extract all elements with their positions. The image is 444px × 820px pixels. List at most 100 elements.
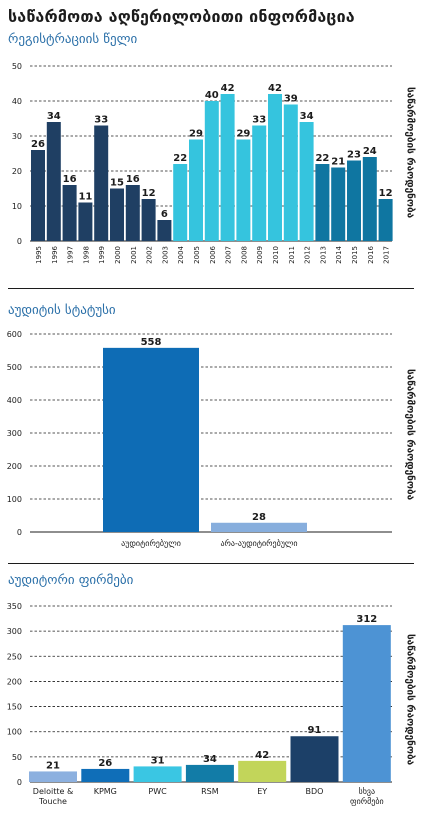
y-tick-label: 50 — [12, 753, 22, 762]
y-tick-label: 150 — [7, 703, 22, 712]
bar — [362, 157, 377, 241]
bar — [78, 202, 93, 241]
x-tick-label: 2009 — [256, 246, 264, 264]
chart3-subtitle: აუდიტორი ფირმები — [8, 573, 134, 588]
y-tick-label: 0 — [17, 778, 22, 787]
bar — [347, 160, 361, 241]
data-label: 39 — [284, 94, 298, 105]
x-tick-label: 2003 — [161, 246, 169, 264]
chart3-ylabel: საწარმოების რაოდენობა — [400, 612, 420, 787]
x-tick-label: 2012 — [304, 246, 312, 264]
bar — [252, 125, 267, 241]
bar — [378, 199, 393, 241]
data-label: 42 — [268, 83, 282, 94]
audit-status-chart: 0 100 200 300 400 500 600 558 აუდიტირებული 28 არა-… — [7, 330, 392, 548]
bar — [31, 150, 45, 241]
y-tick-label: 0 — [17, 528, 22, 537]
bar — [103, 347, 199, 532]
data-label: 11 — [78, 192, 92, 203]
bar — [331, 167, 346, 241]
y-tick-label: 200 — [7, 462, 22, 471]
y-tick-label: 600 — [7, 330, 22, 339]
x-tick-label: KPMG — [94, 787, 117, 796]
bar — [141, 199, 156, 241]
x-tick-label: PWC — [148, 787, 167, 796]
data-label: 22 — [315, 153, 329, 164]
data-label: 34 — [300, 111, 314, 122]
bar — [204, 101, 219, 241]
bar — [29, 771, 77, 782]
bar — [299, 122, 314, 241]
x-tick-label: 2010 — [272, 246, 280, 264]
data-label: 29 — [236, 129, 250, 140]
audit-firms-chart: 0 50 100 150 200 250 300 350 21 Deloitte & Touche 2… — [7, 602, 392, 806]
y-tick-label: 50 — [12, 62, 22, 71]
bar — [268, 94, 282, 241]
x-tick-label: Deloitte & Touche — [33, 787, 73, 806]
x-tick-label: 2008 — [240, 246, 248, 264]
bar — [125, 185, 140, 241]
data-label: 91 — [308, 725, 322, 736]
y-tick-label: 400 — [7, 396, 22, 405]
data-label: 12 — [142, 188, 156, 199]
data-label: 21 — [46, 760, 60, 771]
data-label: 21 — [331, 157, 345, 168]
x-tick-label: 2011 — [288, 246, 296, 264]
x-tick-label: 2017 — [383, 246, 391, 264]
x-tick-label: 2016 — [367, 245, 375, 263]
x-tick-label: 1997 — [67, 246, 75, 264]
bar — [62, 185, 77, 241]
x-tick-label: 2004 — [177, 245, 185, 263]
data-label: 26 — [98, 758, 112, 769]
data-label: 558 — [141, 337, 162, 348]
data-label: 33 — [252, 115, 266, 126]
data-label: 23 — [347, 150, 361, 161]
y-tick-label: 300 — [7, 429, 22, 438]
x-tick-label: აუდიტირებული — [121, 538, 181, 548]
x-tick-label: 1998 — [82, 246, 90, 264]
y-tick-label: 100 — [7, 728, 22, 737]
x-tick-label: 1995 — [35, 246, 43, 264]
x-tick-label: 2000 — [114, 246, 122, 264]
x-tick-label: 2015 — [351, 246, 359, 264]
x-tick-label: 2014 — [335, 245, 343, 263]
page-title: საწარმოთა აღწერილობითი ინფორმაცია — [8, 7, 355, 26]
x-tick-label: 2006 — [209, 245, 217, 263]
y-tick-label: 40 — [12, 97, 22, 106]
y-tick-label: 200 — [7, 677, 22, 686]
x-tick-label: 2013 — [319, 246, 327, 264]
data-label: 42 — [221, 83, 235, 94]
data-label: 26 — [31, 139, 45, 150]
data-label: 34 — [203, 754, 217, 765]
bar — [236, 139, 251, 241]
section-divider-1 — [8, 288, 414, 289]
bar — [110, 188, 124, 241]
data-label: 24 — [363, 146, 377, 157]
data-label: 33 — [94, 115, 108, 126]
section-divider-2 — [8, 563, 414, 564]
x-tick-label: 2002 — [146, 246, 154, 264]
bar — [342, 625, 391, 782]
bar — [211, 522, 307, 532]
data-label: 22 — [173, 153, 187, 164]
bar — [173, 164, 188, 241]
data-label: 31 — [151, 755, 165, 766]
chart3-ylabel-text: საწარმოების რაოდენობა — [404, 633, 416, 766]
x-tick-label: სხვა ფირმები — [350, 786, 384, 806]
y-tick-label: 300 — [7, 627, 22, 636]
bar — [283, 104, 298, 241]
x-tick-label: RSM — [201, 787, 219, 796]
data-label: 15 — [110, 178, 124, 189]
bar — [189, 139, 203, 241]
y-tick-label: 20 — [12, 167, 22, 176]
bar — [238, 760, 287, 782]
x-tick-label: 1999 — [98, 246, 106, 264]
bar — [185, 764, 234, 782]
data-label: 312 — [356, 614, 377, 625]
chart1-ylabel-text: საწარმოების რაოდენობა — [404, 86, 416, 219]
x-tick-label: 2001 — [130, 246, 138, 264]
data-label: 34 — [47, 111, 61, 122]
y-tick-label: 500 — [7, 363, 22, 372]
bar — [94, 125, 109, 241]
bar — [46, 122, 61, 241]
